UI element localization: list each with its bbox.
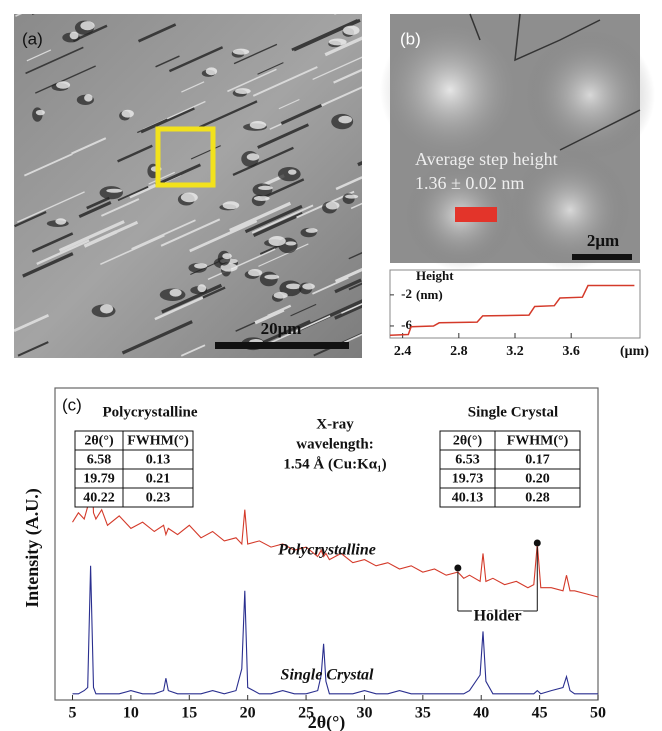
y-axis-label: Height xyxy=(416,268,454,283)
texture-island xyxy=(286,283,301,289)
texture-island xyxy=(206,67,217,75)
texture-island xyxy=(268,236,285,246)
texture-island xyxy=(235,88,251,94)
texture-island xyxy=(302,283,315,289)
table-header: 2θ(°) xyxy=(84,434,114,449)
holder-label: Holder xyxy=(474,608,522,625)
wavelength-note: 1.54 Å (Cu:Kα₁) xyxy=(283,456,386,472)
texture-island xyxy=(100,186,123,199)
table-cell: 19.79 xyxy=(83,472,115,487)
table-header: FWHM(°) xyxy=(507,434,569,449)
holder-marker xyxy=(534,540,541,547)
table-cell: 6.53 xyxy=(455,453,480,468)
wavelength-note: wavelength: xyxy=(296,436,374,452)
texture-island xyxy=(343,26,360,35)
x-tick-label: 30 xyxy=(356,705,372,722)
table-cell: 0.20 xyxy=(525,472,550,487)
texture-island xyxy=(194,263,207,268)
texture-island xyxy=(338,116,352,124)
annotation: Average step height xyxy=(415,149,558,169)
texture-island xyxy=(197,284,206,292)
texture-island xyxy=(326,202,340,210)
y-tick-label: -2 xyxy=(401,286,412,301)
table-title: Single Crystal xyxy=(468,404,558,420)
table-cell: 0.17 xyxy=(525,453,550,468)
texture-island xyxy=(258,186,273,190)
x-axis-label: 2θ(°) xyxy=(308,712,346,731)
x-tick-label: 2.8 xyxy=(450,344,468,359)
table-cell: 0.23 xyxy=(146,491,171,506)
y-axis-label: (nm) xyxy=(416,287,443,302)
x-tick-label: 10 xyxy=(123,705,139,722)
texture-island xyxy=(329,39,347,46)
texture-island xyxy=(80,21,94,30)
texture-island xyxy=(345,195,358,199)
x-tick-label: 15 xyxy=(181,705,197,722)
table-header: FWHM(°) xyxy=(127,434,189,449)
texture-island xyxy=(170,289,182,297)
table-cell: 0.21 xyxy=(146,472,171,487)
texture-island xyxy=(55,218,66,224)
x-tick-label: 20 xyxy=(240,705,256,722)
table-cell: 0.28 xyxy=(525,491,550,506)
texture-island xyxy=(253,183,273,196)
texture-island xyxy=(233,49,249,55)
texture-streak xyxy=(334,2,361,14)
table-cell: 0.13 xyxy=(146,453,171,468)
texture-island xyxy=(264,275,279,280)
texture-island xyxy=(56,81,70,88)
texture-island xyxy=(274,292,288,299)
texture-island xyxy=(106,189,122,193)
texture-streak xyxy=(32,0,94,15)
x-axis-label: (μm) xyxy=(620,344,649,359)
x-tick-label: 3.2 xyxy=(506,344,524,359)
x-tick-label: 5 xyxy=(69,705,77,722)
table-cell: 40.13 xyxy=(452,491,484,506)
table-cell: 40.22 xyxy=(83,491,115,506)
scale-bar xyxy=(572,254,632,260)
series-label: Single Crystal xyxy=(281,667,374,684)
table-header: 2θ(°) xyxy=(453,434,483,449)
scale-bar xyxy=(215,342,349,349)
texture-island xyxy=(84,94,92,101)
texture-island xyxy=(70,32,79,40)
x-tick-label: 45 xyxy=(532,705,548,722)
texture-streak xyxy=(15,0,56,16)
texture-island xyxy=(100,304,113,313)
x-tick-label: 2.4 xyxy=(394,344,412,359)
panel-label: (c) xyxy=(62,395,82,414)
texture-island xyxy=(285,241,296,245)
texture-island xyxy=(250,121,266,129)
table-title: Polycrystalline xyxy=(103,404,198,420)
figure: (a) 20μm (b) Average step height 1.36 ± … xyxy=(0,0,662,731)
texture-island xyxy=(254,196,270,201)
x-tick-label: 35 xyxy=(415,705,431,722)
wavelength-note: X-ray xyxy=(316,416,354,432)
texture-island xyxy=(248,269,262,276)
x-tick-label: 40 xyxy=(473,705,489,722)
texture-island xyxy=(306,228,318,233)
x-tick-label: 3.6 xyxy=(562,344,580,359)
texture-island xyxy=(278,167,301,181)
texture-island xyxy=(181,193,198,203)
profile-marker xyxy=(455,207,497,222)
table-cell: 6.58 xyxy=(87,453,112,468)
annotation: 1.36 ± 0.02 nm xyxy=(415,173,524,193)
texture-island xyxy=(36,110,45,115)
scale-bar-label: 2μm xyxy=(587,231,619,250)
texture-island xyxy=(223,201,240,209)
texture-island xyxy=(247,153,259,160)
x-tick-label: 50 xyxy=(590,705,606,722)
texture-island xyxy=(122,110,134,118)
scale-bar-label: 20μm xyxy=(261,319,302,338)
series-label: Polycrystalline xyxy=(277,542,376,559)
holder-marker xyxy=(454,565,461,572)
panel-label: (a) xyxy=(22,29,43,48)
table-cell: 19.73 xyxy=(452,472,484,487)
y-axis-label: Intensity (A.U.) xyxy=(22,488,43,608)
texture-island xyxy=(288,169,296,174)
texture-island xyxy=(222,253,232,259)
panel-label: (b) xyxy=(400,29,421,48)
